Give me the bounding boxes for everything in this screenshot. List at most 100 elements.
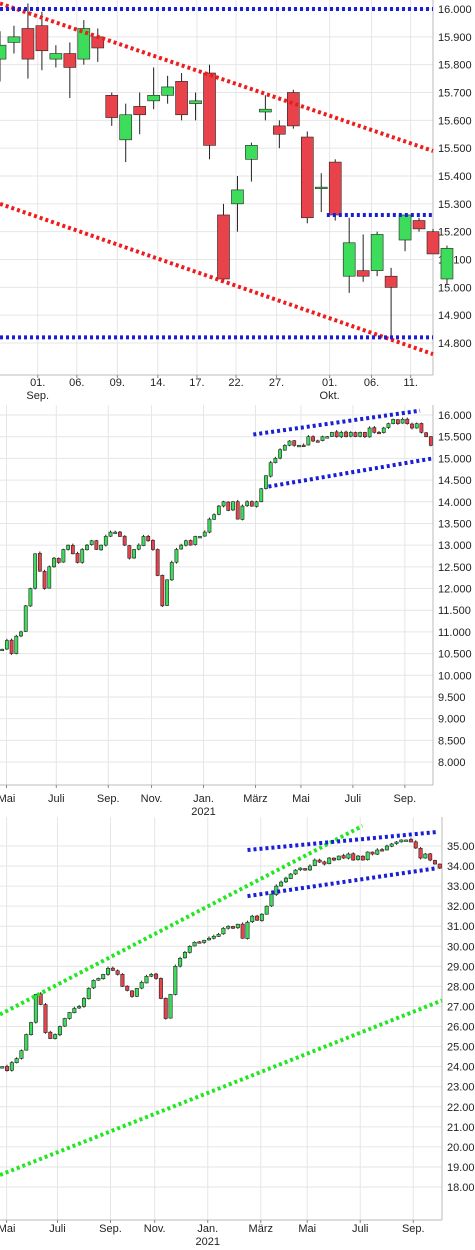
- candle-down: [344, 431, 348, 437]
- candle-down: [42, 571, 47, 589]
- candle-down: [395, 419, 400, 424]
- y-tick-label: 8.000: [438, 757, 466, 769]
- candle-up: [221, 927, 226, 935]
- x-tick-sublabel: 2021: [195, 1236, 219, 1248]
- candle-down: [188, 540, 193, 546]
- x-tick-label: Nov.: [141, 793, 163, 805]
- x-tick-label: 06.: [69, 377, 84, 389]
- candle-up: [250, 915, 255, 923]
- y-tick-label: 16.000: [438, 4, 472, 16]
- trendline: [0, 201, 434, 357]
- y-tick-label: 15.000: [438, 282, 472, 294]
- candle-up: [211, 935, 216, 939]
- candle-up: [96, 978, 101, 981]
- candle-down: [332, 857, 337, 861]
- x-tick-label: Nov.: [144, 1223, 166, 1235]
- y-tick-label: 15.800: [438, 60, 472, 72]
- x-tick-sublabel: Okt.: [320, 390, 340, 402]
- trendline: [247, 866, 438, 899]
- y-tick-label: 15.900: [438, 32, 472, 44]
- x-tick-label: 01.: [322, 377, 337, 389]
- candle-down: [160, 574, 165, 607]
- y-tick-label: 26.000: [447, 1022, 475, 1034]
- chart-panel-3: 35.000 34.000 33.000 32.000 31.000 30.000 29.0…: [0, 817, 475, 1250]
- candle-down: [235, 501, 240, 520]
- candle-up: [314, 186, 328, 189]
- candle-up: [268, 462, 273, 477]
- candle-down: [5, 1066, 10, 1071]
- candle-up: [29, 1022, 34, 1035]
- candle-up: [72, 1008, 77, 1014]
- y-tick-label: 15.200: [438, 227, 472, 239]
- candle-up: [206, 937, 211, 941]
- candle-up: [202, 939, 207, 943]
- candle-up: [136, 544, 141, 550]
- x-tick-label: Mai: [0, 1223, 15, 1235]
- candle-down: [360, 855, 365, 861]
- candle-down: [56, 558, 61, 563]
- candle-up: [327, 857, 332, 864]
- candle-down: [353, 432, 358, 437]
- candle-down: [163, 997, 168, 1019]
- candle-down: [146, 535, 151, 542]
- y-tick-label: 34.000: [447, 861, 475, 873]
- candle-up: [259, 913, 264, 921]
- candle-up: [269, 893, 274, 907]
- candle-up: [381, 427, 386, 433]
- candle-up: [320, 436, 325, 441]
- candle-up: [0, 44, 7, 60]
- candle-down: [115, 970, 120, 975]
- x-tick-label: März: [243, 793, 267, 805]
- candle-up: [339, 432, 344, 438]
- candle-down: [217, 214, 230, 280]
- candle-up: [226, 925, 231, 929]
- candle-up: [193, 536, 198, 545]
- candle-down: [362, 432, 367, 437]
- x-tick-label: 17.: [189, 377, 204, 389]
- candle-up: [307, 865, 312, 871]
- y-tick-label: 24.000: [447, 1062, 475, 1074]
- candle-down: [110, 967, 115, 971]
- candle-up: [325, 436, 330, 439]
- candle-up: [235, 923, 240, 929]
- candle-up: [99, 544, 103, 551]
- x-tick-label: Sep.: [97, 793, 120, 805]
- candle-up: [86, 988, 91, 1000]
- candle-up: [101, 974, 106, 980]
- candle-down: [197, 941, 202, 944]
- y-tick-label: 20.000: [447, 1142, 475, 1154]
- candle-up: [370, 234, 384, 271]
- candle-up: [132, 549, 136, 559]
- candle-up: [386, 423, 391, 428]
- candle-down: [426, 231, 440, 255]
- candle-down: [372, 427, 377, 433]
- y-tick-label: 14.900: [438, 310, 472, 322]
- candle-up: [33, 994, 38, 1023]
- candle-up: [49, 53, 63, 60]
- candle-up: [165, 579, 169, 606]
- y-tick-label: 11.000: [438, 627, 471, 639]
- candle-down: [21, 28, 35, 60]
- candle-up: [273, 458, 278, 463]
- candle-down: [9, 639, 14, 654]
- candle-down: [287, 92, 300, 127]
- candle-down: [412, 220, 426, 230]
- y-tick-label: 15.400: [438, 171, 472, 183]
- candle-down: [273, 125, 286, 135]
- candle-up: [389, 843, 394, 847]
- candle-up: [182, 952, 187, 959]
- candle-up: [61, 549, 66, 563]
- candle-down: [94, 540, 99, 550]
- candle-down: [133, 106, 146, 116]
- candle-down: [303, 868, 308, 871]
- y-tick-label: 14.500: [438, 475, 472, 487]
- candle-down: [118, 531, 122, 537]
- candle-down: [328, 161, 342, 216]
- y-tick-label: 15.300: [438, 199, 472, 211]
- x-tick-sublabel: 2021: [191, 806, 215, 817]
- candle-down: [311, 436, 315, 442]
- chart-svg-3: 35.000 34.000 33.000 32.000 31.000 30.000 29.0…: [0, 817, 475, 1248]
- y-tick-label: 33.000: [447, 881, 475, 893]
- y-tick-label: 15.000: [438, 453, 472, 465]
- candle-up: [24, 1034, 29, 1051]
